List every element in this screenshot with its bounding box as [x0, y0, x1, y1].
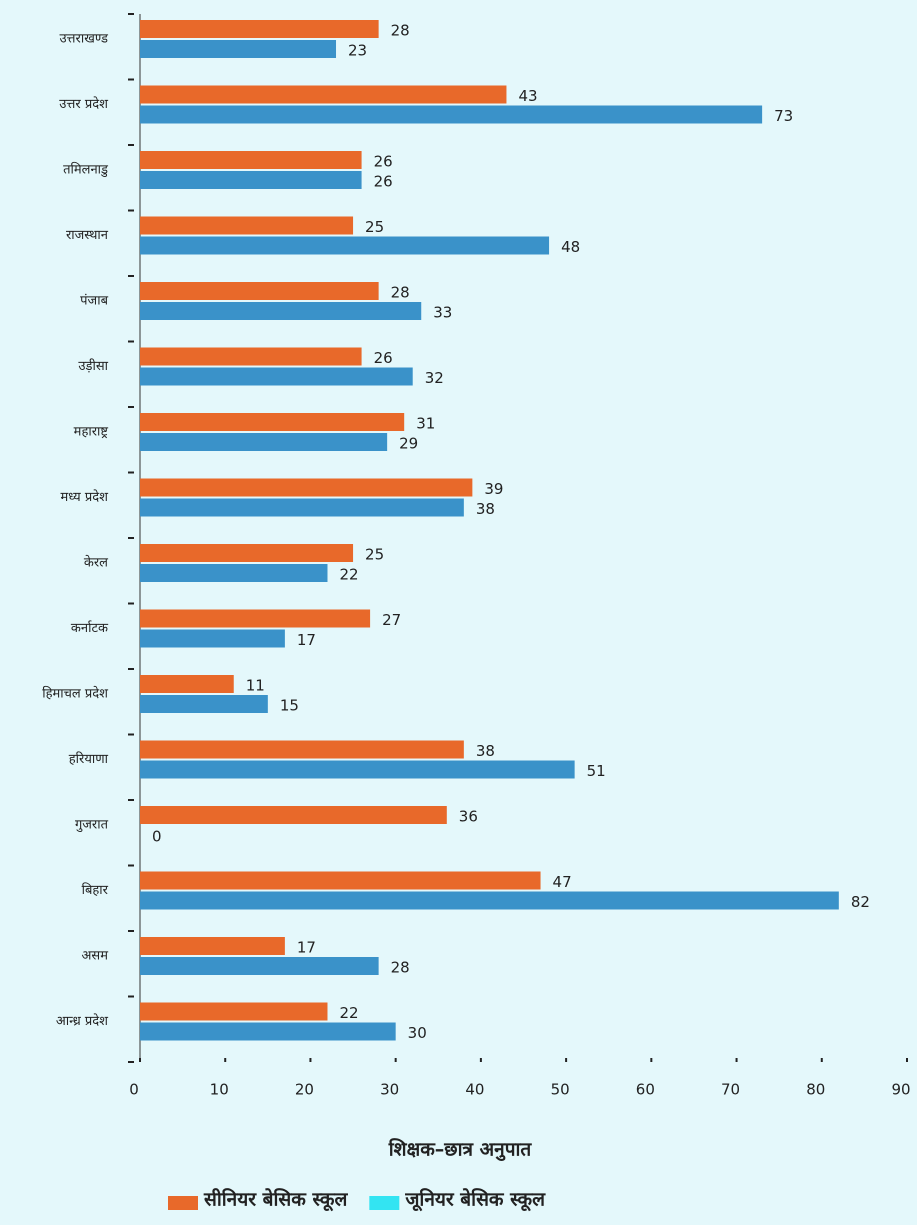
- x-tick-label: 50: [551, 1081, 570, 1099]
- category-label: असम: [82, 949, 109, 964]
- bar: [140, 151, 362, 169]
- x-tick-label: 0: [129, 1081, 139, 1099]
- bar: [140, 544, 354, 562]
- value-label: 36: [459, 808, 478, 826]
- category-label: हिमाचल प्रदेश: [42, 686, 109, 702]
- category-label: राजस्थान: [66, 228, 109, 243]
- value-label: 33: [433, 304, 452, 322]
- value-label: 0: [152, 828, 162, 846]
- category-label: हरियाणा: [69, 751, 109, 767]
- bar: [140, 609, 371, 628]
- value-label: 31: [416, 415, 435, 433]
- x-tick-label: 80: [806, 1081, 825, 1099]
- value-label: 82: [851, 893, 870, 911]
- category-label: महाराष्ट्र: [74, 425, 109, 440]
- category-label: मध्य प्रदेश: [61, 489, 110, 505]
- value-label: 11: [246, 677, 265, 695]
- value-label: 38: [476, 742, 495, 760]
- bar: [140, 891, 839, 910]
- bar: [140, 367, 413, 386]
- bar: [140, 740, 464, 759]
- category-label: आन्ध्र प्रदेश: [56, 1013, 109, 1029]
- x-tick-label: 40: [465, 1081, 484, 1099]
- x-axis-label: शिक्षक–छात्र अनुपात: [388, 1138, 533, 1162]
- category-label: उत्तर प्रदेश: [59, 96, 109, 112]
- bar: [140, 216, 354, 235]
- value-label: 26: [374, 153, 393, 171]
- value-label: 39: [484, 480, 503, 498]
- category-label: गुजरात: [75, 818, 109, 833]
- value-label: 51: [587, 762, 606, 780]
- value-label: 30: [408, 1024, 427, 1042]
- category-label: पंजाब: [80, 294, 108, 309]
- value-label: 29: [399, 435, 418, 453]
- bar: [140, 806, 447, 824]
- value-label: 26: [374, 349, 393, 367]
- value-label: 28: [391, 22, 410, 40]
- bar: [140, 433, 388, 451]
- legend-label: जूनियर बेसिक स्कूल: [404, 1188, 546, 1212]
- x-tick-label: 60: [636, 1081, 655, 1099]
- value-label: 32: [425, 369, 444, 387]
- legend-label: सीनियर बेसिक स्कूल: [203, 1188, 348, 1212]
- legend-swatch: [168, 1196, 198, 1210]
- bar: [140, 629, 285, 648]
- x-tick-label: 20: [295, 1081, 314, 1099]
- bar: [140, 957, 379, 975]
- x-tick-label: 90: [891, 1081, 910, 1099]
- bar: [140, 171, 362, 189]
- category-label: केरल: [84, 555, 108, 571]
- x-tick-label: 30: [380, 1081, 399, 1099]
- bar: [140, 302, 422, 320]
- value-label: 38: [476, 500, 495, 518]
- value-label: 47: [553, 873, 572, 891]
- bar: [140, 40, 337, 58]
- bar: [140, 871, 541, 890]
- bar: [140, 347, 362, 366]
- value-label: 26: [374, 173, 393, 191]
- category-label: कर्नाटक: [71, 620, 109, 636]
- bar: [140, 760, 575, 779]
- value-label: 25: [365, 546, 384, 564]
- value-label: 73: [774, 107, 793, 125]
- bar: [140, 564, 328, 582]
- bar: [140, 695, 268, 713]
- value-label: 28: [391, 959, 410, 977]
- bar: [140, 105, 763, 124]
- value-label: 22: [339, 566, 358, 584]
- value-label: 48: [561, 238, 580, 256]
- category-label: बिहार: [82, 882, 109, 898]
- legend-swatch: [369, 1196, 400, 1210]
- value-label: 17: [297, 939, 316, 957]
- bar: [140, 937, 285, 955]
- bar: [140, 20, 379, 38]
- bar: [140, 478, 473, 497]
- bar: [140, 85, 507, 104]
- value-label: 28: [391, 284, 410, 302]
- x-tick-label: 10: [210, 1081, 229, 1099]
- x-tick-label: 70: [721, 1081, 740, 1099]
- bar: [140, 1002, 328, 1021]
- value-label: 22: [339, 1004, 358, 1022]
- value-label: 27: [382, 611, 401, 629]
- bar: [140, 498, 464, 517]
- category-label: तमिलनाडु: [63, 162, 109, 178]
- bar: [140, 236, 550, 255]
- bar: [140, 413, 405, 431]
- bar: [140, 282, 379, 300]
- category-label: उड़ीसा: [78, 358, 108, 374]
- value-label: 25: [365, 218, 384, 236]
- value-label: 17: [297, 631, 316, 649]
- value-label: 15: [280, 697, 299, 715]
- category-label: उत्तराखण्ड: [59, 32, 109, 47]
- bar: [140, 1022, 396, 1041]
- bar: [140, 675, 234, 693]
- value-label: 43: [518, 87, 537, 105]
- value-label: 23: [348, 42, 367, 60]
